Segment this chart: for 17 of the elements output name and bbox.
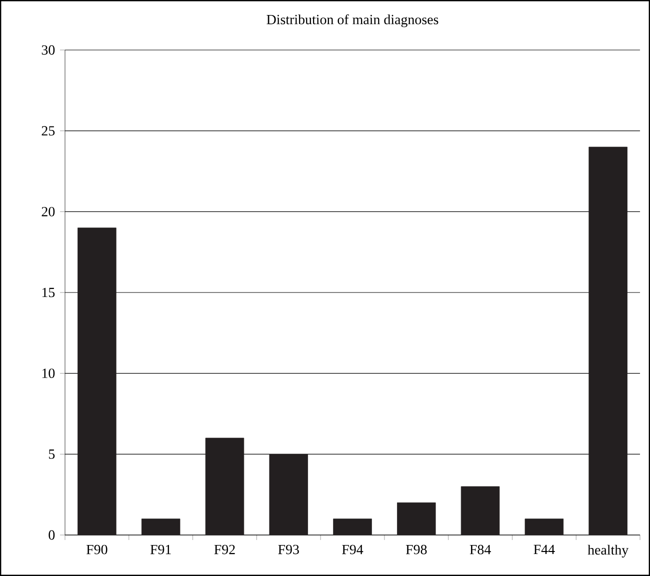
x-tick-label: F93 — [278, 544, 299, 554]
y-tick-label: 0 — [48, 530, 55, 540]
chart-title: Distribution of main diagnoses — [266, 14, 438, 28]
x-tick-label: F98 — [406, 544, 427, 554]
x-tick-label: F91 — [150, 544, 171, 554]
y-tick-label: 10 — [42, 368, 55, 378]
y-tick-label: 5 — [48, 450, 55, 459]
x-tick-label: healthy — [588, 544, 629, 558]
x-tick-label: F92 — [214, 544, 235, 554]
y-tick-label: 20 — [42, 206, 55, 216]
x-tick-label: F84 — [470, 544, 491, 554]
y-tick-label: 15 — [42, 288, 55, 298]
x-tick-label: F94 — [342, 544, 364, 554]
y-tick-label: 30 — [42, 45, 55, 55]
y-tick-label: 25 — [42, 126, 55, 136]
x-tick-label: F90 — [86, 544, 108, 554]
x-tick-label: F44 — [534, 544, 555, 554]
